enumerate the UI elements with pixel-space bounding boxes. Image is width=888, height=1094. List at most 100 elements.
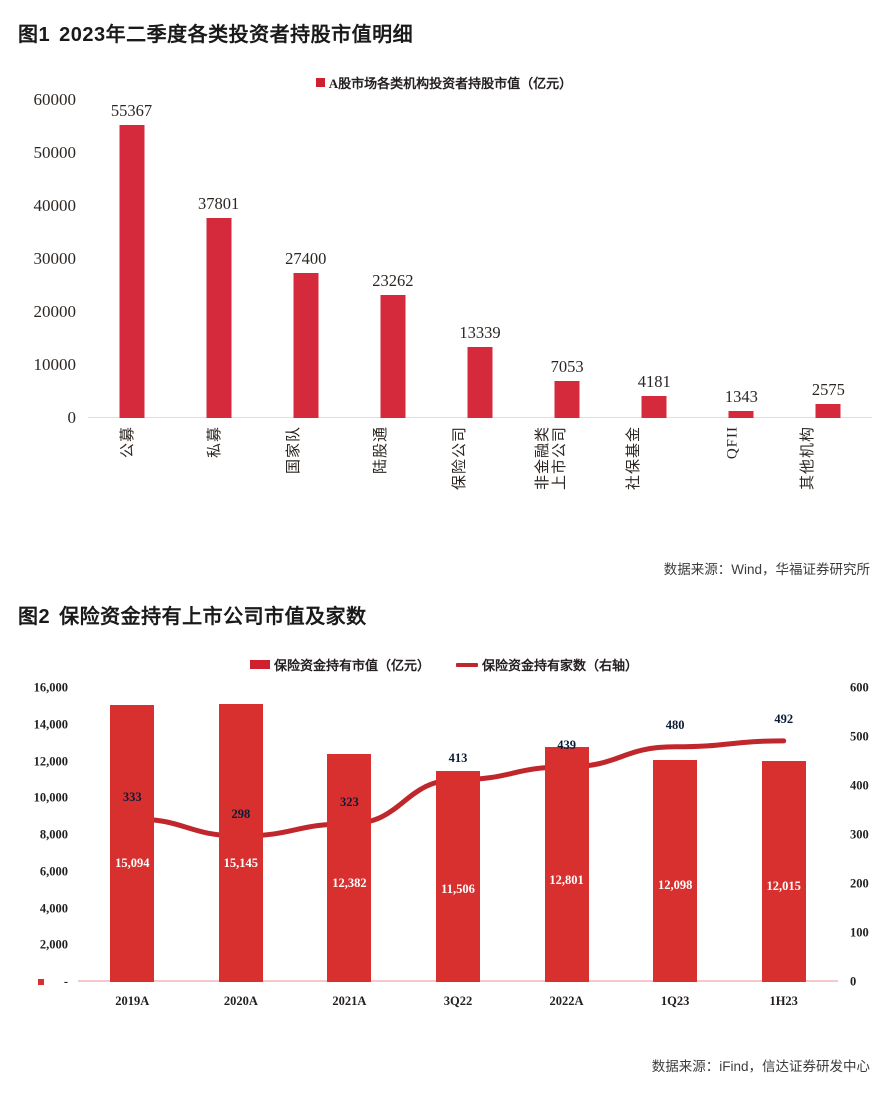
figure-1-x-category-label: 私募 bbox=[206, 426, 223, 459]
figure-1-bar-value-label: 1343 bbox=[724, 386, 758, 406]
figure-2-y-tick-right: 0 bbox=[850, 974, 857, 989]
figure-2-x-category-label: 1H23 bbox=[769, 994, 798, 1008]
figure-1-title: 图1 2023年二季度各类投资者持股市值明细 bbox=[0, 0, 888, 47]
figure-2-y-tick-right: 100 bbox=[850, 925, 869, 940]
legend-item-insurance-value: 保险资金持有市值（亿元） bbox=[249, 655, 430, 674]
figure-1-bar-group: 4181 社保基金 bbox=[611, 100, 698, 490]
figure-1-bar bbox=[815, 404, 841, 418]
figure-2-title-tag: 图2 bbox=[18, 606, 51, 628]
figure-2-x-category-label: 3Q22 bbox=[443, 994, 473, 1008]
figure-1-bar-value-label: 7053 bbox=[550, 356, 584, 376]
figure-2-title-text: 保险资金持有上市公司市值及家数 bbox=[59, 606, 367, 628]
figure-2-source: 数据来源：iFind，信达证券研发中心 bbox=[651, 1059, 870, 1074]
figure-1-bar bbox=[293, 272, 319, 418]
figure-2-bar-value-label: 12,801 bbox=[549, 872, 584, 887]
figure-2-bar-value-label: 11,506 bbox=[441, 882, 475, 897]
figure-2-line-value-label: 323 bbox=[340, 794, 359, 809]
figure-2-line-value-label: 492 bbox=[774, 711, 794, 726]
figure-1-bar bbox=[119, 124, 145, 418]
figure-2-y-tick-right: 200 bbox=[850, 876, 869, 891]
figure-1-y-tick: 50000 bbox=[33, 143, 77, 162]
figure-2-line-value-label: 480 bbox=[665, 717, 685, 732]
figure-1-x-category-label: QFII bbox=[724, 426, 741, 460]
figure-2-y-tick-left: 8,000 bbox=[39, 827, 68, 842]
legend-item-insurance-count: 保险资金持有家数（右轴） bbox=[456, 655, 638, 674]
figure-2-chart: 16,000 14,000 12,000 10,000 8,000 6,000 4,000 2… bbox=[0, 674, 888, 1039]
figure-2-y-tick-right: 300 bbox=[850, 827, 869, 842]
legend-item-holdings-value: A股市场各类机构投资者持股市值（亿元） bbox=[315, 73, 573, 92]
figure-2-bar bbox=[544, 746, 589, 982]
figure-1-bar-value-label: 23262 bbox=[372, 270, 414, 290]
figure-2-bar-group: 12,098 480 1Q23 bbox=[621, 688, 730, 1008]
figure-1-x-category-label: 公募 bbox=[119, 426, 136, 459]
figure-1-bar-group: 13339 保险公司 bbox=[436, 100, 523, 490]
figure-2-bar-value-label: 12,098 bbox=[657, 878, 693, 893]
figure-2-y-tick-left: - bbox=[63, 974, 68, 989]
figure-1-x-category-label: 国家队 bbox=[285, 426, 302, 475]
figure-2: 图2 保险资金持有上市公司市值及家数 保险资金持有市值（亿元） 保险资金持有家数（… bbox=[0, 600, 888, 1075]
figure-1-bar bbox=[467, 347, 493, 418]
figure-2-bar-group: 15,145 298 2020A bbox=[187, 688, 296, 1008]
figure-2-x-category-label: 1Q23 bbox=[660, 994, 690, 1008]
figure-1-chart: 60000 50000 40000 30000 20000 10000 0 55367 公募 37… bbox=[0, 90, 888, 562]
figure-1-y-tick: 20000 bbox=[33, 302, 77, 321]
figure-1-bar-value-label: 4181 bbox=[637, 371, 671, 391]
figure-1-x-category-label: 非金融类 上市公司 bbox=[535, 426, 568, 491]
figure-1-bar-group: 7053 非金融类 上市公司 bbox=[524, 100, 611, 490]
legend-label-insurance-value: 保险资金持有市值（亿元） bbox=[273, 658, 430, 673]
figure-2-x-category-label: 2021A bbox=[332, 994, 367, 1008]
figure-1-x-category-label: 其他机构 bbox=[800, 426, 817, 491]
figure-1-source: 数据来源：Wind，华福证券研究所 bbox=[663, 562, 870, 577]
figure-2-line-value-label: 439 bbox=[557, 737, 576, 752]
figure-2-y-tick-left: 6,000 bbox=[39, 864, 68, 879]
figure-2-line-value-label: 298 bbox=[231, 806, 251, 821]
figure-2-bar bbox=[435, 770, 480, 982]
figure-2-bar-group: 11,506 413 3Q22 bbox=[404, 688, 513, 1008]
figure-1-y-tick: 10000 bbox=[33, 355, 77, 374]
legend-label-holdings-value: A股市场各类机构投资者持股市值（亿元） bbox=[328, 76, 573, 91]
figure-1-title-tag: 图1 bbox=[18, 24, 51, 46]
figure-1-bar bbox=[554, 380, 580, 418]
figure-1-bar-value-label: 37801 bbox=[198, 193, 240, 213]
figure-1-x-category-label: 社保基金 bbox=[626, 426, 643, 491]
figure-2-x-category-label: 2022A bbox=[549, 994, 584, 1008]
figure-1-x-category-label: 保险公司 bbox=[451, 426, 468, 491]
figure-1-y-tick: 40000 bbox=[33, 196, 77, 215]
figure-1-bar-value-label: 27400 bbox=[285, 248, 327, 268]
figure-1-bar-group: 1343 QFII bbox=[698, 100, 785, 459]
figure-2-y-tick-left: 2,000 bbox=[39, 937, 68, 952]
figure-2-bar bbox=[218, 703, 263, 982]
figure-2-x-category-label: 2019A bbox=[115, 994, 150, 1008]
figure-2-y-tick-right: 500 bbox=[850, 729, 869, 744]
figure-2-line-value-label: 413 bbox=[448, 750, 468, 765]
figure-2-y-tick-left: 14,000 bbox=[33, 717, 68, 732]
figure-1-title-text: 2023年二季度各类投资者持股市值明细 bbox=[59, 24, 414, 46]
figure-2-bar-group: 15,094 333 2019A bbox=[78, 688, 187, 1008]
figure-1-bar-group: 27400 国家队 bbox=[262, 100, 349, 474]
figure-1-bar-value-label: 55367 bbox=[110, 100, 153, 120]
figure-2-y-tick-left: 10,000 bbox=[33, 790, 68, 805]
figure-2-bar-group: 12,015 492 1H23 bbox=[729, 688, 838, 1008]
square-swatch-icon bbox=[249, 660, 270, 669]
figure-1-plot-area: 60000 50000 40000 30000 20000 10000 0 55367 公募 37… bbox=[34, 90, 872, 490]
figure-1-bar-value-label: 13339 bbox=[459, 323, 501, 343]
figure-1-bar-group: 2575 其他机构 bbox=[785, 100, 872, 490]
figure-2-line-value-label: 333 bbox=[122, 789, 142, 804]
figure-2-y-tick-left: 16,000 bbox=[33, 680, 68, 695]
figure-1-x-category-label: 陆股通 bbox=[372, 426, 389, 475]
figure-1-y-tick: 30000 bbox=[33, 249, 77, 268]
legend-label-insurance-count: 保险资金持有家数（右轴） bbox=[482, 658, 639, 673]
figure-2-bar bbox=[110, 704, 155, 982]
figure-2-bar-value-label: 15,145 bbox=[223, 855, 259, 870]
figure-1-bar bbox=[380, 294, 406, 418]
figure-1-legend: A股市场各类机构投资者持股市值（亿元） bbox=[0, 73, 888, 92]
figure-2-x-category-label: 2020A bbox=[223, 994, 258, 1008]
figure-2-zero-marker-icon bbox=[38, 979, 44, 985]
figure-2-y-tick-right: 600 bbox=[850, 680, 869, 695]
figure-1-y-tick: 60000 bbox=[33, 90, 77, 109]
figure-2-plot-area: 16,000 14,000 12,000 10,000 8,000 6,000 4,000 2… bbox=[34, 681, 869, 1009]
figure-1-bar-group: 55367 公募 bbox=[88, 100, 175, 458]
figure-2-bar-group: 12,801 439 2022A bbox=[512, 688, 621, 1008]
figure-1-y-tick: 0 bbox=[67, 408, 77, 427]
figure-1-bar bbox=[206, 217, 232, 418]
